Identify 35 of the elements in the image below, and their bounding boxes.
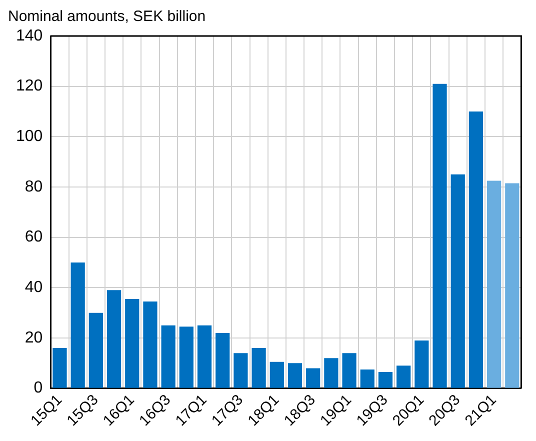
y-tick-label: 140 xyxy=(16,27,43,44)
y-tick-label: 80 xyxy=(24,178,43,196)
y-tick-label: 20 xyxy=(24,329,43,346)
bar xyxy=(234,353,248,388)
bar xyxy=(432,84,447,388)
bar xyxy=(270,362,284,388)
bar xyxy=(414,340,429,388)
y-tick-label: 100 xyxy=(16,128,43,146)
bar xyxy=(252,348,266,388)
bar xyxy=(197,325,212,388)
bar xyxy=(216,332,230,388)
bar xyxy=(505,183,520,388)
y-tick-label: 120 xyxy=(16,78,43,95)
bar xyxy=(378,372,393,388)
bar xyxy=(143,302,158,388)
bar xyxy=(161,325,176,388)
bar xyxy=(179,326,194,388)
bar xyxy=(342,353,356,388)
bar xyxy=(468,112,484,388)
bar xyxy=(396,366,411,388)
bar xyxy=(125,298,140,388)
bar xyxy=(487,180,502,388)
bar xyxy=(324,358,338,388)
bar xyxy=(88,312,103,388)
bar xyxy=(106,290,122,388)
chart-title: Nominal amounts, SEK billion xyxy=(8,8,206,26)
bar xyxy=(70,262,85,388)
y-tick-label: 0 xyxy=(34,380,43,397)
bar xyxy=(52,348,67,388)
bar xyxy=(450,174,465,388)
bar xyxy=(360,369,374,388)
y-tick-label: 60 xyxy=(24,228,43,246)
bar xyxy=(306,368,320,388)
bar xyxy=(288,363,302,388)
y-tick-label: 40 xyxy=(24,279,43,296)
